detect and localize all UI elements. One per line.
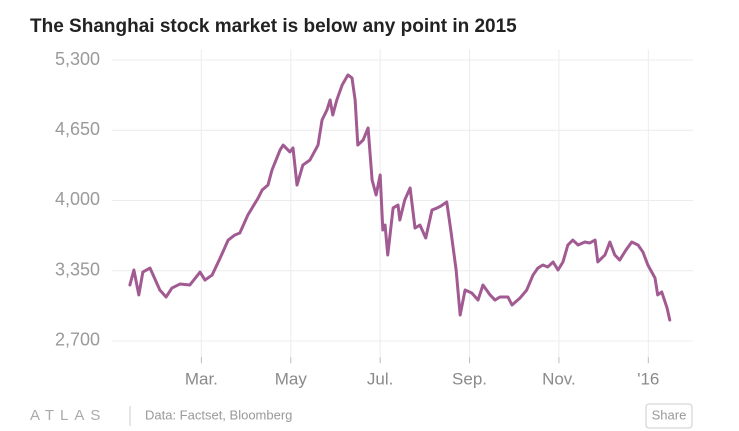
y-tick-label: 5,300 [55,49,100,69]
x-tick-label: Mar. [185,370,218,389]
y-tick-label: 2,700 [55,330,100,350]
y-tick-label: 3,350 [55,259,100,279]
x-tick-label: May [275,370,308,389]
plot: 2,700 3,350 4,000 4,650 5,300 Mar. May Jul. Sep.… [55,49,693,389]
chart-title: The Shanghai stock market is below any p… [30,16,517,37]
x-tick-label: '16 [637,370,659,389]
share-button[interactable]: Share [645,403,693,429]
share-box[interactable] [645,403,693,429]
y-tick-label: 4,650 [55,119,100,139]
x-tick-label: Jul. [367,370,393,389]
x-tick-label: Nov. [542,370,576,389]
brand: ATLAS [30,407,106,424]
line [128,73,672,322]
source: Data: Factset, Bloomberg [145,407,292,422]
share-label[interactable]: Share [652,407,687,422]
y-tick-label: 4,000 [55,189,100,209]
x-tick-label: Sep. [452,370,487,389]
